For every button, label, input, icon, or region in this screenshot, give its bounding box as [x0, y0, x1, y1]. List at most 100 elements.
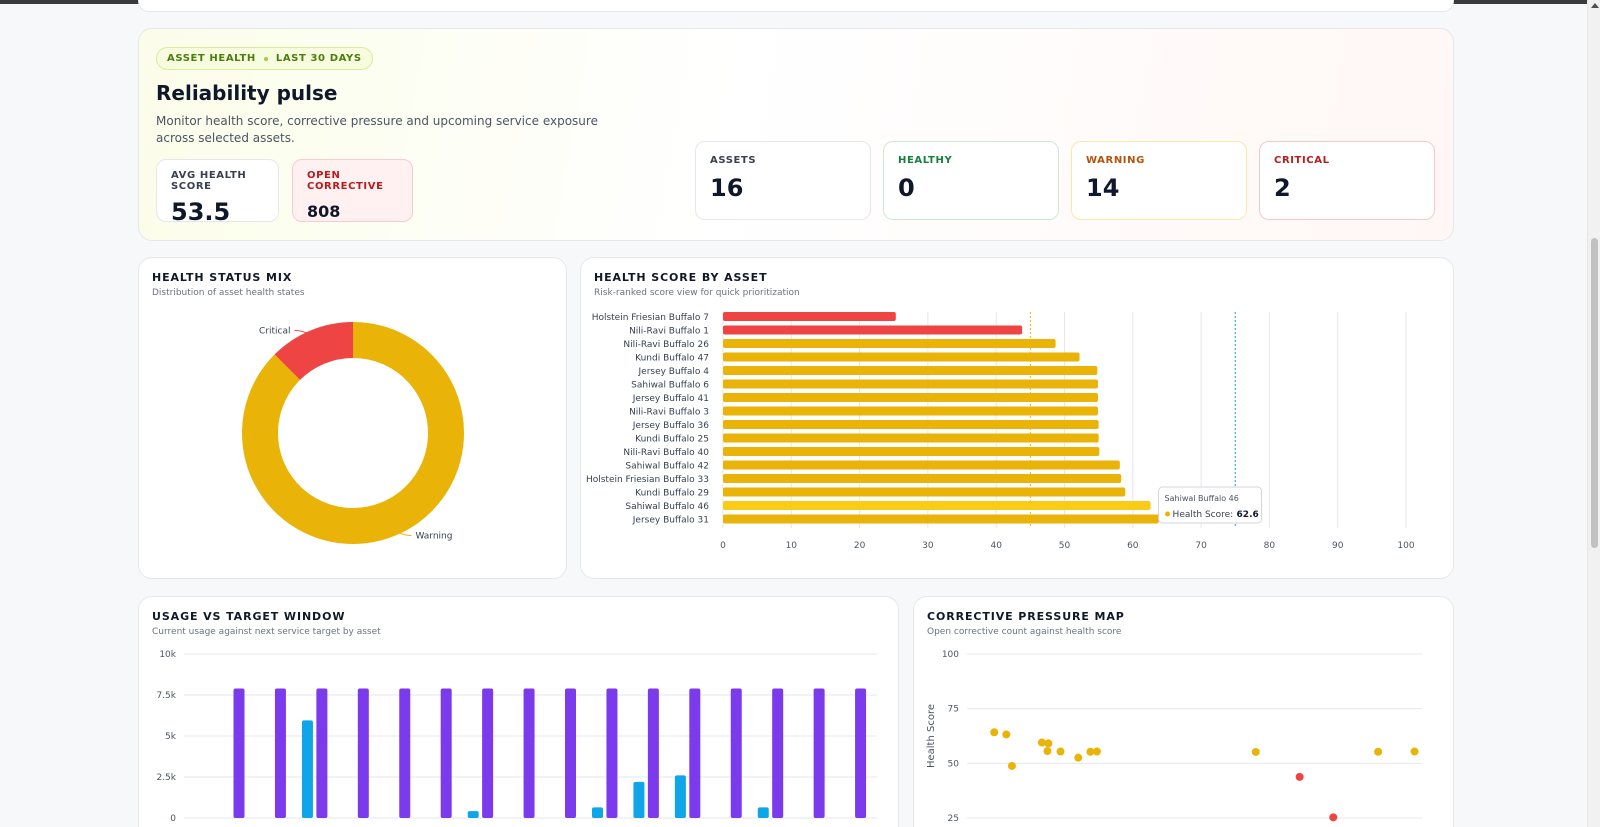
asset-label: Sahiwal Buffalo 46 — [625, 502, 709, 512]
critical-label: CRITICAL — [1274, 155, 1330, 166]
target-bar — [730, 688, 742, 818]
asset-label: Kundi Buffalo 47 — [635, 354, 709, 364]
avg-health-label: AVG HEALTH SCORE — [171, 170, 247, 192]
warning-stat: WARNING 14 — [1071, 141, 1247, 220]
score-bar — [723, 393, 1098, 402]
y-axis-label: Health Score — [926, 704, 937, 768]
asset-label: Nili-Ravi Buffalo 26 — [623, 340, 709, 350]
target-bar — [855, 688, 867, 818]
open-corrective-value: 808 — [307, 202, 341, 221]
dot-separator-icon — [263, 56, 268, 61]
critical-stat: CRITICAL 2 — [1259, 141, 1435, 220]
y-tick-label: 0 — [170, 814, 176, 824]
healthy-value: 0 — [898, 174, 915, 202]
asset-label: Nili-Ravi Buffalo 3 — [629, 408, 709, 418]
x-tick-label: 90 — [1332, 541, 1344, 551]
y-tick-label: 10k — [159, 650, 176, 660]
health-status-mix-card: HEALTH STATUS MIX Distribution of asset … — [138, 257, 567, 579]
scroll-up-icon[interactable] — [1591, 3, 1599, 8]
usage-bar — [467, 811, 479, 818]
usage-title: USAGE VS TARGET WINDOW — [152, 610, 346, 623]
target-bar — [813, 688, 825, 818]
scatter-point — [1074, 753, 1083, 762]
asset-label: Sahiwal Buffalo 6 — [631, 381, 709, 391]
usage-subtitle: Current usage against next service targe… — [152, 627, 381, 637]
target-bar — [274, 688, 286, 818]
scatter-point — [1092, 747, 1101, 756]
x-tick-label: 100 — [1397, 541, 1414, 551]
y-tick-label: 25 — [948, 814, 959, 824]
score-bar — [723, 474, 1122, 483]
asset-label: Jersey Buffalo 4 — [638, 367, 710, 377]
usage-bar — [301, 720, 313, 818]
healthy-label: HEALTHY — [898, 155, 953, 166]
usage-bar — [757, 807, 769, 818]
pressure-title: CORRECTIVE PRESSURE MAP — [927, 610, 1125, 623]
usage-target-bar-chart: 0 2.5k 5k 7.5k 10k — [156, 650, 877, 824]
target-bar — [233, 688, 245, 818]
asset-label: Kundi Buffalo 25 — [635, 435, 709, 445]
scatter-point — [1043, 747, 1052, 756]
x-tick-label: 40 — [990, 541, 1002, 551]
open-corrective-tile: OPEN CORRECTIVE 808 — [292, 159, 413, 222]
x-tick-label: 20 — [854, 541, 866, 551]
score-bar — [723, 501, 1151, 510]
avg-health-score-tile: AVG HEALTH SCORE 53.5 — [156, 159, 279, 226]
open-corrective-label: OPEN CORRECTIVE — [307, 170, 384, 192]
usage-bar — [674, 775, 686, 818]
page-scrollbar[interactable] — [1587, 0, 1600, 827]
health-donut-chart: Critical Warning — [242, 322, 464, 544]
scatter-point — [990, 728, 999, 737]
scatter-point — [1044, 739, 1053, 748]
target-bar — [772, 688, 784, 818]
x-tick-label: 10 — [786, 541, 798, 551]
scatter-point — [1374, 747, 1383, 756]
target-bar — [606, 688, 618, 818]
asset-label: Jersey Buffalo 41 — [632, 394, 709, 404]
page-subtitle: Monitor health score, corrective pressur… — [156, 114, 598, 145]
usage-bar — [592, 807, 603, 818]
score-bar — [723, 487, 1126, 497]
score-title: HEALTH SCORE BY ASSET — [594, 271, 768, 284]
asset-label: Jersey Buffalo 36 — [632, 421, 709, 431]
page-title: Reliability pulse — [156, 81, 338, 105]
target-bar — [482, 688, 494, 818]
usage-vs-target-card: USAGE VS TARGET WINDOW Current usage aga… — [138, 596, 899, 827]
mix-subtitle: Distribution of asset health states — [152, 288, 305, 298]
scatter-point — [1410, 747, 1419, 756]
donut-slice-critical — [274, 322, 354, 381]
score-bar — [723, 339, 1056, 348]
mix-title: HEALTH STATUS MIX — [152, 271, 293, 284]
scatter-point — [1037, 738, 1046, 747]
x-tick-label: 50 — [1059, 541, 1071, 551]
asset-label: Holstein Friesian Buffalo 7 — [592, 313, 709, 323]
target-bar — [316, 688, 328, 818]
pill-scope: ASSET HEALTH — [167, 53, 256, 64]
avg-health-value: 53.5 — [171, 198, 231, 226]
health-score-by-asset-card: HEALTH SCORE BY ASSET Risk-ranked score … — [580, 257, 1454, 579]
tooltip-dot-icon — [1165, 511, 1171, 517]
assets-value: 16 — [710, 174, 744, 202]
donut-slice-warning — [242, 322, 464, 544]
y-tick-label: 75 — [948, 705, 959, 715]
tooltip-metric: Health Score: — [1173, 510, 1234, 520]
target-bar — [565, 688, 576, 818]
target-bar — [440, 688, 452, 818]
corrective-scatter-chart: 25 50 75 100 Health Score — [926, 650, 1422, 824]
scatter-point — [1251, 747, 1260, 756]
y-tick-label: 100 — [942, 650, 959, 660]
tooltip-asset: Sahiwal Buffalo 46 — [1165, 494, 1239, 503]
target-bar — [523, 688, 535, 818]
scrollbar-thumb[interactable] — [1591, 238, 1598, 548]
x-tick-label: 30 — [922, 541, 934, 551]
health-score-bar-chart: 0 10 20 30 40 50 60 70 80 90 100 Holstein Friesian … — [586, 312, 1415, 551]
healthy-stat: HEALTHY 0 — [883, 141, 1059, 220]
y-tick-label: 50 — [948, 759, 960, 769]
donut-leader-critical — [294, 329, 317, 344]
warning-value: 14 — [1086, 174, 1120, 202]
pill-period: LAST 30 DAYS — [275, 53, 362, 64]
donut-leader-warning — [389, 522, 412, 537]
scatter-point — [1056, 747, 1065, 756]
x-tick-label: 70 — [1195, 541, 1207, 551]
asset-label: Jersey Buffalo 31 — [632, 516, 709, 526]
